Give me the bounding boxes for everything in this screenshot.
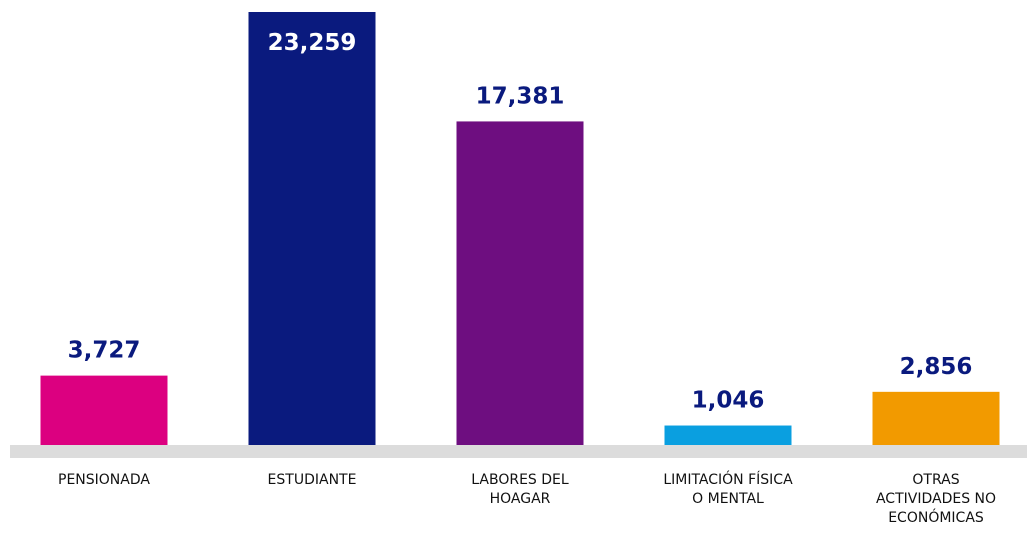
category-label: OTRAS ACTIVIDADES NO ECONÓMICAS [875,472,997,526]
value-label: 23,259 [268,30,357,56]
baseline-band [10,445,1027,458]
bar [872,391,1000,445]
bar [248,12,376,445]
value-label: 3,727 [68,338,141,364]
bar [664,425,792,445]
value-label: 17,381 [476,83,565,109]
category-label: PENSIONADA [58,472,150,488]
category-label: LABORES DEL HOAGAR [471,472,569,507]
value-label: 2,856 [900,354,973,380]
bar [456,121,584,445]
category-label: ESTUDIANTE [267,472,357,488]
value-label: 1,046 [692,388,765,414]
bar [40,375,168,445]
category-label: LIMITACIÓN FÍSICA O MENTAL [663,472,793,507]
